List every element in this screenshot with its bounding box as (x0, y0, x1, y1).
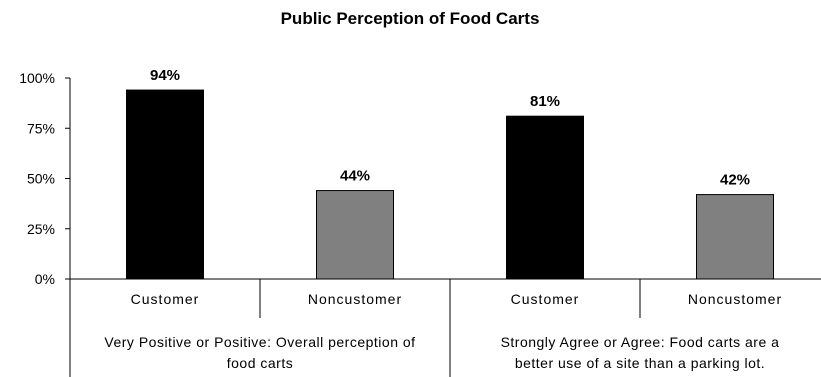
y-tick-label: 25% (27, 221, 55, 237)
category-label: Customer (511, 291, 580, 307)
group-label: Strongly Agree or Agree: Food carts are … (501, 334, 780, 350)
data-label: 81% (530, 93, 560, 110)
data-label: 44% (340, 168, 370, 185)
y-tick-label: 50% (27, 171, 55, 187)
group-label: better use of a site than a parking lot. (515, 355, 765, 371)
data-label: 94% (150, 67, 180, 84)
chart-title: Public Perception of Food Carts (281, 9, 540, 28)
bar-customer-1 (126, 89, 204, 280)
y-tick-label: 75% (27, 120, 55, 136)
y-tick-label: 100% (19, 70, 55, 86)
y-tick-label: 0% (35, 271, 55, 287)
bar-noncustomer-2 (696, 194, 774, 280)
category-label: Customer (131, 291, 200, 307)
data-label: 42% (720, 172, 750, 189)
category-label: Noncustomer (688, 291, 782, 307)
bar-customer-2 (506, 115, 584, 280)
category-label: Noncustomer (308, 291, 402, 307)
group-label: food carts (227, 355, 293, 371)
bar-noncustomer-1 (316, 190, 394, 280)
group-label: Very Positive or Positive: Overall perce… (104, 334, 415, 350)
